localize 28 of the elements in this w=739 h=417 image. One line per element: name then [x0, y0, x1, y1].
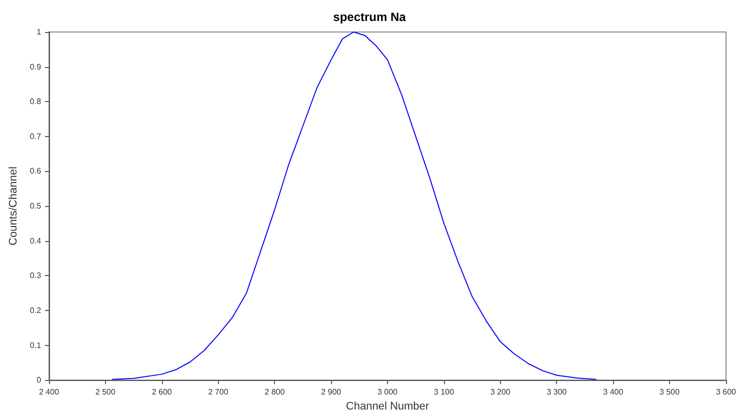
x-tick-label: 3 600: [716, 388, 737, 397]
y-tick-label: 0: [36, 376, 42, 385]
x-tick-label: 3 300: [546, 388, 568, 397]
x-tick-label: 3 400: [603, 388, 624, 397]
y-tick-label: 0.5: [30, 202, 42, 211]
x-tick-label: 2 900: [321, 388, 342, 397]
x-tick-label: 2 600: [152, 388, 172, 397]
x-tick-label: 3 100: [434, 388, 454, 397]
x-tick-label: 3 500: [660, 388, 680, 397]
x-tick-label: 3 200: [490, 388, 511, 397]
x-tick-label: 2 800: [264, 388, 286, 397]
y-tick-label: 0.2: [30, 306, 42, 315]
y-tick-label: 0.4: [30, 236, 42, 246]
x-tick-label: 3 000: [377, 388, 398, 397]
y-tick-label: 0.8: [30, 97, 42, 106]
line-series: [112, 32, 597, 380]
chart-title: spectrum Na: [333, 10, 406, 24]
y-tick-label: 0.6: [30, 166, 42, 176]
y-tick-label: 0.9: [30, 62, 42, 72]
y-axis-title: Counts/Channel: [8, 166, 20, 246]
y-tick-label: 1: [36, 28, 42, 36]
x-tick-label: 2 700: [208, 388, 229, 397]
y-tick-label: 0.1: [30, 340, 42, 350]
x-tick-label: 2 400: [39, 388, 60, 397]
x-axis-title: Channel Number: [346, 400, 430, 412]
y-tick-label: 0.3: [30, 271, 42, 280]
x-tick-label: 2 500: [95, 388, 116, 397]
y-tick-label: 0.7: [30, 132, 42, 141]
